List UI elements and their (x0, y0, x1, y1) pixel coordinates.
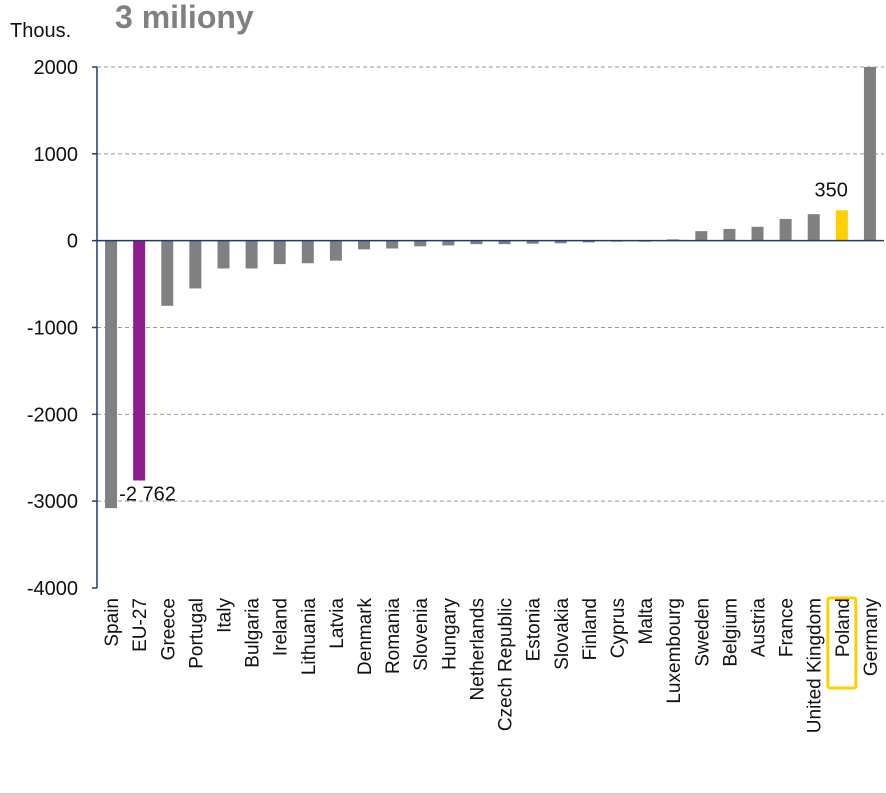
bar-united-kingdom (807, 214, 820, 241)
data-label-poland: 350 (814, 179, 847, 201)
bar-bulgaria (245, 240, 258, 269)
category-label: Italy (214, 598, 235, 633)
category-label: Belgium (720, 598, 741, 667)
y-tick-label: 0 (67, 231, 78, 253)
bars (105, 67, 876, 509)
category-label: Malta (636, 598, 657, 645)
bar-sweden (695, 231, 708, 241)
category-label: Ireland (271, 598, 292, 656)
category-label: Cyprus (608, 598, 629, 658)
data-label-eu-27: -2 762 (119, 484, 176, 506)
category-label: Sweden (692, 598, 713, 667)
highlight-box (826, 596, 858, 690)
category-label: Luxembourg (664, 598, 685, 704)
category-label: Hungary (439, 598, 460, 670)
bar-latvia (329, 240, 342, 261)
bar-lithuania (301, 240, 314, 264)
axes (92, 66, 884, 589)
y-tick-label: -4000 (27, 578, 78, 600)
category-label: United Kingdom (805, 598, 826, 733)
chart-title: 3 miliony (115, 0, 254, 35)
bar-slovenia (414, 240, 427, 247)
bar-belgium (723, 228, 736, 241)
category-label: Bulgaria (243, 598, 264, 668)
category-label: Netherlands (467, 598, 488, 700)
unit-label: Thous. (10, 20, 71, 42)
category-label: Slovenia (411, 598, 432, 671)
data-labels: -2 762 350 (119, 179, 848, 505)
bar-romania (386, 240, 399, 249)
category-label: Estonia (524, 598, 545, 662)
bar-estonia (526, 240, 539, 244)
category-label: Slovakia (552, 598, 573, 670)
bar-slovakia (554, 240, 567, 244)
bar-denmark (358, 240, 371, 250)
bar-ireland (273, 240, 286, 265)
category-label: Poland (833, 598, 854, 657)
bar-hungary (442, 240, 455, 246)
category-label: Denmark (355, 598, 376, 676)
category-label: Portugal (186, 598, 207, 669)
y-tick-labels: 2000 1000 0 -1000 -2000 -3000 -4000 (27, 57, 78, 600)
bar-austria (751, 226, 764, 241)
category-label: Latvia (327, 598, 348, 649)
y-tick-label: -1000 (27, 318, 78, 340)
category-label: France (777, 598, 798, 657)
category-label: Finland (580, 598, 601, 660)
y-tick-label: -3000 (27, 491, 78, 513)
category-label: Greece (158, 598, 179, 660)
bar-greece (161, 240, 174, 306)
x-category-labels: Spain EU-27 Greece Portugal Italy Bulgaria Ire… (102, 596, 882, 733)
bar-germany (863, 67, 876, 241)
bar-poland (835, 210, 848, 241)
bar-spain (105, 240, 118, 509)
category-label: Czech Republic (496, 598, 517, 731)
bar-portugal (189, 240, 202, 289)
category-label: Germany (861, 598, 882, 677)
gridlines (97, 66, 884, 502)
y-tick-label: 2000 (34, 57, 79, 79)
category-label: EU-27 (130, 598, 151, 652)
category-label: Austria (749, 598, 770, 658)
category-label: Spain (102, 598, 123, 647)
bar-france (779, 218, 792, 241)
bar-eu-27 (133, 240, 146, 481)
bar-italy (217, 240, 230, 269)
y-tick-label: 1000 (34, 144, 79, 166)
category-label: Lithuania (299, 598, 320, 676)
bar-finland (582, 240, 595, 243)
bar-czech-republic (498, 240, 511, 245)
y-tick-label: -2000 (27, 404, 78, 426)
category-label: Romania (383, 598, 404, 674)
bar-netherlands (470, 240, 483, 245)
